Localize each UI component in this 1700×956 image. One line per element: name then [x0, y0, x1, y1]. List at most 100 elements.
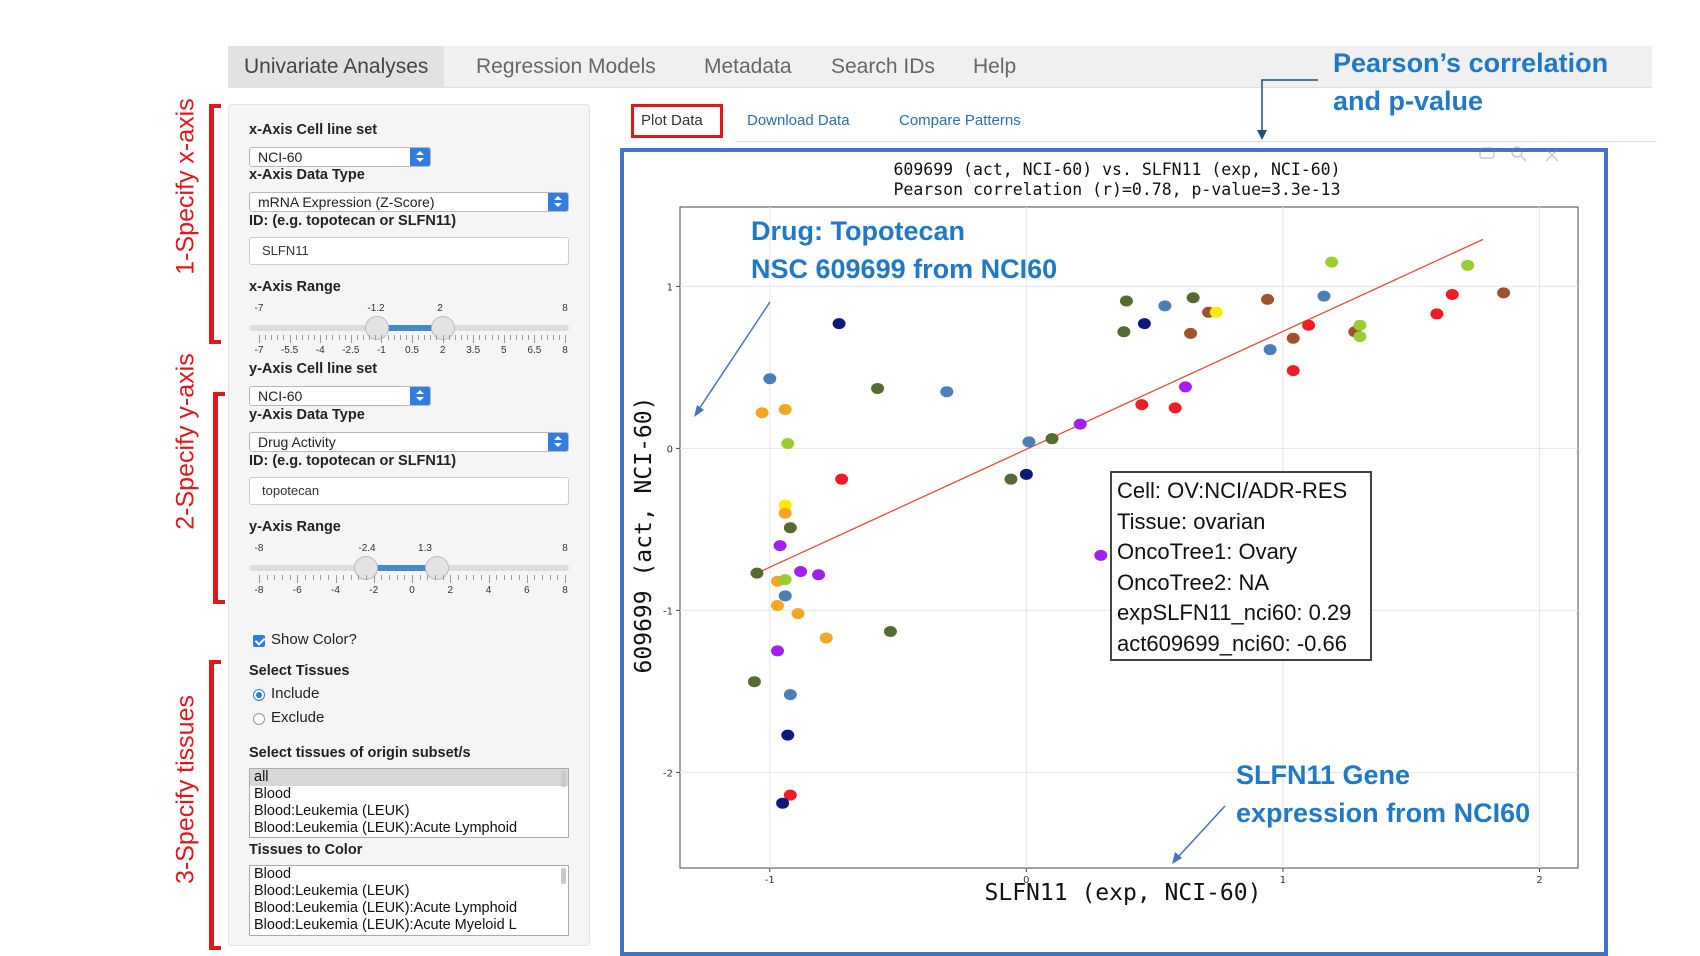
- x-range-low-label: -1.2: [367, 303, 385, 314]
- y-range-tick-mark: [457, 575, 459, 580]
- sidebar-panel: x-Axis Cell line set NCI-60 x-Axis Data …: [228, 104, 590, 946]
- x-range-tick-mark: [534, 335, 536, 343]
- x-range-label: x-Axis Range: [249, 279, 341, 295]
- pearson-arrow: [1261, 79, 1318, 134]
- x-datatype-select[interactable]: mRNA Expression (Z-Score): [249, 192, 569, 212]
- x-range-tick-mark: [485, 335, 487, 340]
- list-item[interactable]: Blood:Leukemia (LEUK):Acute Lymphoid: [254, 820, 518, 836]
- x-range-tick-mark: [326, 335, 328, 340]
- tissues-to-color-label: Tissues to Color: [249, 842, 363, 858]
- chevron-updown-icon: [410, 148, 430, 166]
- tissue-subset-listbox[interactable]: all Blood Blood:Leukemia (LEUK) Blood:Le…: [249, 768, 569, 838]
- include-radio[interactable]: [253, 689, 265, 701]
- y-range-tick-mark: [381, 575, 383, 580]
- x-range-tick-mark: [509, 335, 511, 340]
- y-range-tick-mark: [320, 575, 322, 580]
- y-id-input[interactable]: topotecan: [249, 477, 569, 505]
- nav-tab-univariate-analyses[interactable]: Univariate Analyses: [228, 46, 445, 88]
- gene-arrow: [1177, 805, 1226, 858]
- data-point: [1004, 473, 1018, 485]
- data-point: [770, 645, 784, 657]
- show-color-checkbox[interactable]: [253, 635, 265, 647]
- list-item[interactable]: Blood: [254, 866, 292, 882]
- data-point: [778, 574, 792, 586]
- list-item[interactable]: Blood:Leukemia (LEUK): [254, 803, 410, 819]
- data-point: [1263, 344, 1277, 356]
- x-range-tick-label: -4: [315, 345, 325, 356]
- y-tick-label: 1: [667, 282, 673, 293]
- data-point: [755, 407, 769, 419]
- x-range-tick-label: 8: [562, 345, 568, 356]
- x-range-tick-mark: [332, 335, 334, 340]
- x-range-tick-mark: [436, 335, 438, 340]
- exclude-radio[interactable]: [253, 713, 265, 725]
- y-range-slider[interactable]: [249, 565, 569, 571]
- x-range-tick-mark: [301, 335, 303, 340]
- y-range-tick-mark: [289, 575, 291, 580]
- x-id-input[interactable]: SLFN11: [249, 237, 569, 265]
- data-point: [1461, 259, 1475, 271]
- x-range-tick-label: -5.5: [280, 345, 299, 356]
- y-id-label: ID: (e.g. topotecan or SLFN11): [249, 453, 457, 469]
- y-range-tick-mark: [557, 575, 559, 580]
- data-point: [1430, 308, 1444, 320]
- y-range-fill: [366, 565, 437, 571]
- zoom-icon[interactable]: [1511, 146, 1523, 158]
- data-point: [1261, 293, 1275, 305]
- tab-download-data[interactable]: Download Data: [747, 112, 850, 129]
- nav-tab-regression-models[interactable]: Regression Models: [476, 55, 656, 78]
- tooltip-line-cell: Cell: OV:NCI/ADR-RES: [1117, 478, 1348, 503]
- x-range-tick-mark: [442, 335, 444, 343]
- y-range-tick-mark: [412, 575, 413, 583]
- x-range-slider[interactable]: [249, 325, 569, 331]
- list-item[interactable]: Blood:Leukemia (LEUK):Acute Myeloid L: [254, 917, 517, 933]
- y-cellset-select[interactable]: NCI-60: [249, 386, 431, 406]
- autoscale-icon[interactable]: [1545, 148, 1559, 162]
- x-range-min-label: -7: [254, 303, 264, 314]
- y-range-high-handle[interactable]: [424, 556, 449, 580]
- x-range-tick-mark: [430, 335, 432, 340]
- x-range-tick-label: -1: [376, 345, 386, 356]
- data-point: [1317, 290, 1331, 302]
- x-cellset-select[interactable]: NCI-60: [249, 147, 431, 167]
- x-range-tick-mark: [375, 335, 377, 340]
- x-range-tick-mark: [412, 335, 413, 343]
- list-item[interactable]: Blood:Leukemia (LEUK): [254, 883, 410, 899]
- y-datatype-select[interactable]: Drug Activity: [249, 432, 569, 452]
- x-range-tick-mark: [399, 335, 401, 340]
- x-range-tick-mark: [381, 335, 383, 343]
- show-color-label: Show Color?: [271, 631, 357, 648]
- nav-tab-search-ids[interactable]: Search IDs: [831, 55, 935, 78]
- annotation-drug-line2: NSC 609699 from NCI60: [751, 254, 1058, 284]
- annotation-pearson: Pearson’s correlation and p-value: [1333, 44, 1608, 120]
- list-item[interactable]: Blood: [254, 786, 292, 802]
- listbox-scrollbar[interactable]: [561, 868, 566, 884]
- y-range-tick-label: -4: [331, 585, 340, 596]
- tissues-to-color-listbox[interactable]: Blood Blood:Leukemia (LEUK) Blood:Leukem…: [249, 865, 569, 936]
- x-range-tick-mark: [418, 335, 420, 340]
- data-point: [1209, 306, 1223, 318]
- list-item[interactable]: all: [250, 769, 568, 786]
- y-range-tick-mark: [358, 575, 360, 580]
- data-point: [1445, 288, 1459, 300]
- x-range-tick-mark: [497, 335, 499, 340]
- tab-plot-data[interactable]: Plot Data: [641, 112, 703, 129]
- data-point: [1286, 332, 1300, 344]
- list-item[interactable]: Blood:Leukemia (LEUK):Acute Lymphoid: [254, 900, 518, 916]
- data-point: [1302, 319, 1316, 331]
- x-range-tick-mark: [528, 335, 530, 340]
- nav-tab-metadata[interactable]: Metadata: [704, 55, 792, 78]
- tab-compare-patterns[interactable]: Compare Patterns: [899, 112, 1021, 129]
- x-range-tick-mark: [552, 335, 554, 340]
- x-range-tick-mark: [338, 335, 340, 340]
- tooltip-line-oncotree2: OncoTree2: NA: [1117, 569, 1270, 595]
- y-range-tick-mark: [519, 575, 521, 580]
- x-range-tick-mark: [454, 335, 456, 340]
- data-point: [1186, 292, 1200, 304]
- y-range-tick-mark: [404, 575, 406, 580]
- x-range-tick-mark: [503, 335, 505, 343]
- nav-tab-help[interactable]: Help: [973, 55, 1017, 78]
- listbox-scrollbar[interactable]: [561, 771, 566, 787]
- x-range-tick-mark: [314, 335, 316, 340]
- camera-icon[interactable]: [1479, 147, 1495, 159]
